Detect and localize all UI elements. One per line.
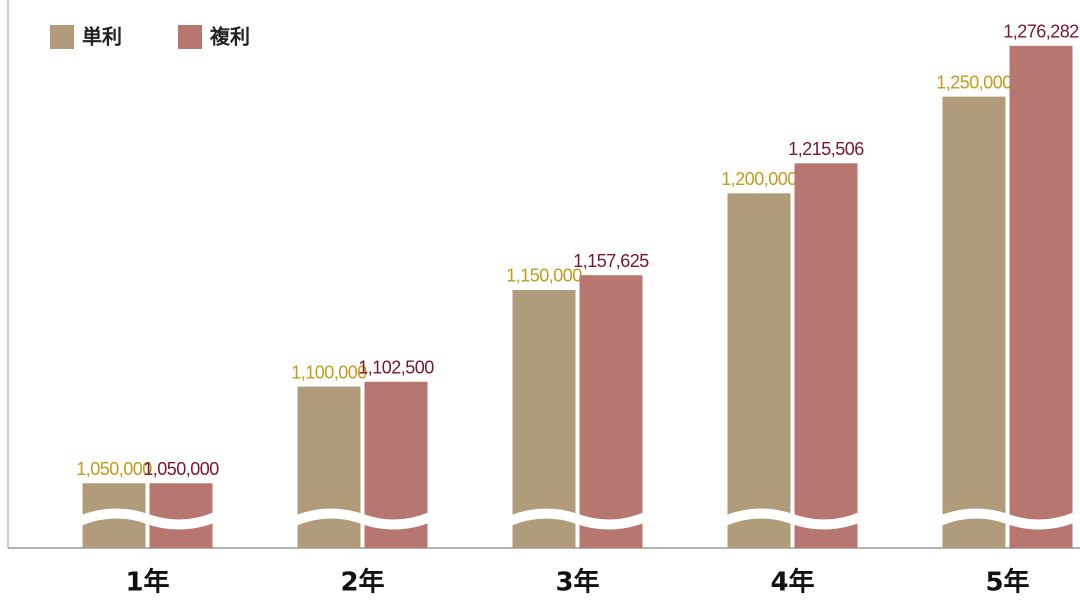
x-tick-label: 3年 xyxy=(555,567,599,598)
bar xyxy=(794,163,858,548)
x-tick-label: 2年 xyxy=(340,567,384,598)
value-label: 1,050,000 xyxy=(76,459,152,479)
x-tick-label: 1年 xyxy=(125,567,169,598)
bar xyxy=(297,386,361,548)
value-label: 1,200,000 xyxy=(721,169,797,189)
bar xyxy=(727,193,791,548)
bar xyxy=(512,289,576,548)
bar xyxy=(942,96,1006,548)
axis-break xyxy=(292,508,433,530)
value-label: 1,250,000 xyxy=(936,72,1012,92)
value-label: 1,050,000 xyxy=(143,459,219,479)
legend-label: 単利 xyxy=(82,25,122,49)
axis-break xyxy=(77,508,218,530)
x-tick-label: 5年 xyxy=(985,567,1029,598)
legend-swatch xyxy=(178,25,202,49)
axis-break xyxy=(507,508,648,530)
value-label: 1,276,282 xyxy=(1003,22,1079,42)
value-label: 1,157,625 xyxy=(573,251,649,271)
value-label: 1,215,506 xyxy=(788,139,864,159)
axis-break xyxy=(722,508,863,530)
legend-swatch xyxy=(50,25,74,49)
x-tick-label: 4年 xyxy=(770,567,814,598)
value-label: 1,100,000 xyxy=(291,362,367,382)
value-label: 1,150,000 xyxy=(506,266,582,286)
bar xyxy=(579,275,643,548)
bar xyxy=(1009,45,1073,548)
bar xyxy=(149,483,213,548)
axis-break xyxy=(937,508,1078,530)
legend-label: 複利 xyxy=(210,25,250,49)
value-label: 1,102,500 xyxy=(358,358,434,378)
